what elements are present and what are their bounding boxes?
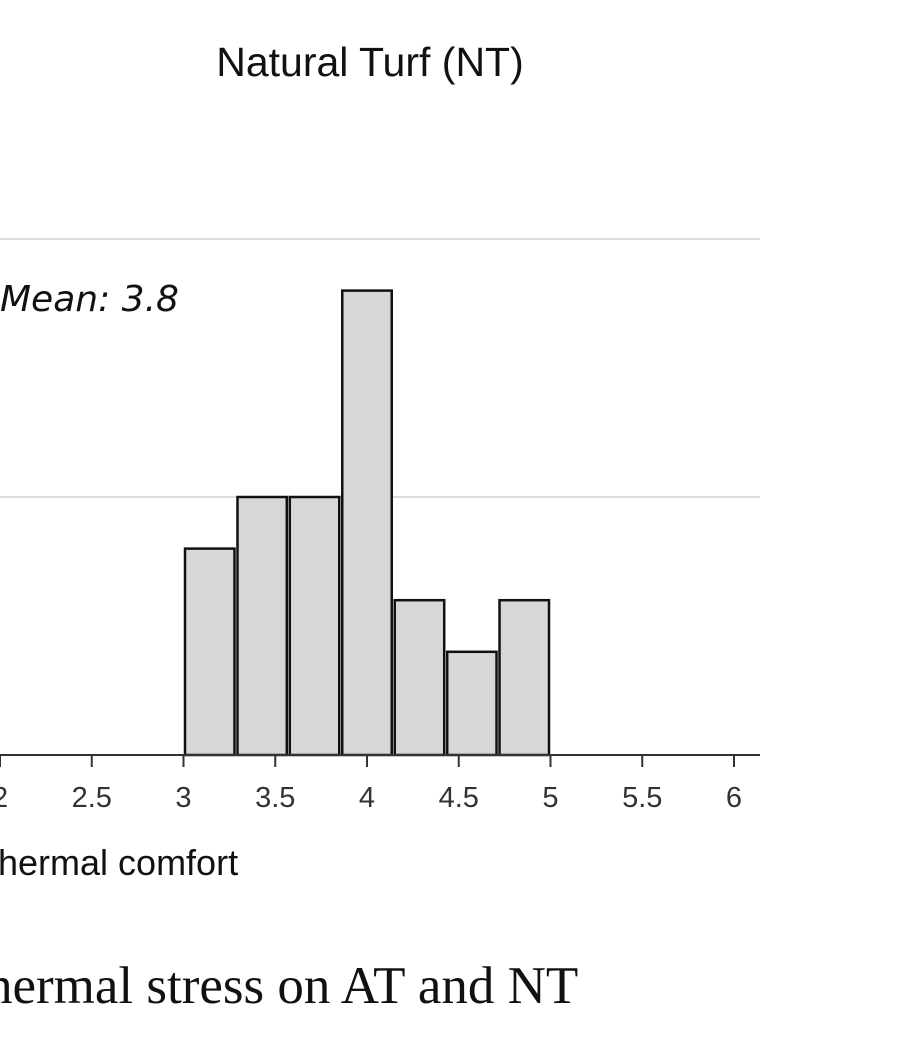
histogram-bar <box>393 598 446 757</box>
histogram-bar <box>236 495 289 757</box>
x-axis-label: thermal comfort <box>0 842 238 883</box>
chart-title: Natural Turf (NT) <box>216 39 524 85</box>
histogram-bars <box>183 289 551 757</box>
x-tick-label: 2 <box>0 782 8 814</box>
histogram-bar <box>183 547 236 757</box>
x-tick-label: 6 <box>726 782 742 814</box>
figure-caption: hermal stress on AT and NT <box>0 957 578 1015</box>
mean-annotation: Mean: 3.8 <box>0 279 179 320</box>
x-tick-label: 4.5 <box>439 782 479 814</box>
x-tick-label: 3 <box>175 782 191 814</box>
x-tick-label: 4 <box>359 782 375 814</box>
x-axis-tick-labels: 2 2.5 3 3.5 4 4.5 5 5.5 6 <box>0 782 742 814</box>
x-axis-ticks <box>0 755 735 767</box>
histogram-bar <box>288 495 341 757</box>
histogram-bar <box>341 289 393 757</box>
x-tick-label: 3.5 <box>255 782 295 814</box>
x-tick-label: 5.5 <box>622 782 662 814</box>
x-tick-label: 2.5 <box>72 782 112 814</box>
histogram-bar <box>445 650 498 757</box>
histogram-bar <box>498 598 551 757</box>
x-tick-label: 5 <box>542 782 558 814</box>
